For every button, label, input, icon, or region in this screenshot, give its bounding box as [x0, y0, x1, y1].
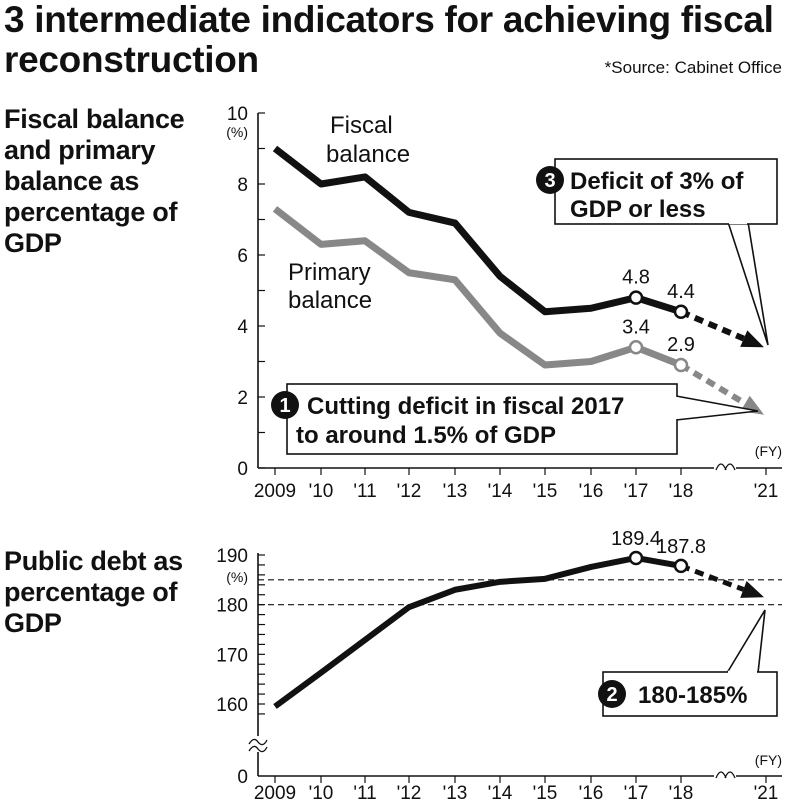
- annotation-2-box: [602, 671, 778, 717]
- chart-title: 3 intermediate indicators for achieving …: [4, 0, 774, 80]
- bottom-x-tick-label: '21: [754, 783, 779, 800]
- annotation-3-box: [554, 158, 778, 225]
- top-y-tick-label: 6: [237, 246, 248, 267]
- bottom-x-tick-label: '16: [579, 783, 604, 800]
- annotation-1-text: to around 1.5% of GDP: [296, 422, 556, 449]
- debt-projection-line: [680, 563, 745, 592]
- data-point-label: 4.4: [667, 281, 695, 303]
- bottom-y-tick-label: 190: [216, 546, 248, 567]
- bottom-x-tick-label: '10: [309, 783, 334, 800]
- bottom-x-tick-label: '17: [624, 783, 649, 800]
- source-note: *Source: Cabinet Office: [604, 58, 782, 77]
- top-x-tick-label: '18: [669, 481, 694, 502]
- annotation-2-pointer: [726, 609, 766, 674]
- top-panel-title: Fiscal balance and primary balance as pe…: [4, 104, 185, 258]
- top-y-tick-label: 10: [227, 104, 248, 125]
- fiscal-balance-label: balance: [326, 141, 410, 168]
- top-x-tick-label: '17: [624, 481, 649, 502]
- primary-balance-label: Primary: [288, 259, 371, 286]
- bottom-y-unit-label: (%): [226, 569, 248, 585]
- annotation-2-badge-number: 2: [606, 684, 617, 706]
- top-x-axis-break: [715, 463, 736, 471]
- data-point-marker: [673, 558, 689, 574]
- bottom-x-tick-label: '18: [669, 783, 694, 800]
- annotation-1-pointer: [675, 395, 759, 421]
- annotation-1-badge: [271, 391, 299, 419]
- data-point-marker: [628, 550, 644, 566]
- annotation-2-badge: [598, 680, 626, 708]
- data-point-label: 3.4: [622, 316, 650, 338]
- primary-balance-label: balance: [288, 287, 372, 314]
- fiscal-projection-line: [679, 309, 745, 342]
- bottom-x-axis-break: [715, 771, 736, 779]
- bottom-y-axis-break: [248, 738, 268, 753]
- fiscal-balance-label: Fiscal: [330, 112, 393, 139]
- top-y-tick-label: 2: [237, 388, 248, 409]
- annotation-1-badge-number: 1: [279, 395, 290, 417]
- data-point-marker: [628, 290, 644, 305]
- bottom-x-tick-label: 2009: [254, 783, 296, 800]
- top-x-tick-label: '11: [353, 481, 376, 502]
- top-x-tick-label: '16: [579, 481, 604, 502]
- top-y-tick-label: 0: [237, 459, 248, 480]
- bottom-x-tick-label: '13: [443, 783, 468, 800]
- top-fy-label: (FY): [755, 443, 782, 459]
- annotation-1-text: Cutting deficit in fiscal 2017: [307, 393, 624, 420]
- annotation-3-badge-number: 3: [544, 170, 555, 192]
- data-point-marker: [673, 304, 689, 320]
- fiscal-target-arrowhead: [740, 330, 764, 348]
- bottom-panel-title: Public debt as percentage of GDP: [4, 546, 183, 638]
- top-x-tick-label: '21: [754, 481, 779, 502]
- bottom-x-tick-label: '11: [353, 783, 376, 800]
- primary-projection-line: [679, 362, 747, 407]
- top-x-tick-label: '10: [309, 481, 334, 502]
- bottom-y-tick-label: 0: [237, 767, 248, 788]
- bottom-x-tick-label: '12: [397, 783, 422, 800]
- bottom-fy-label: (FY): [755, 752, 782, 768]
- annotation-3-text: GDP or less: [570, 196, 706, 223]
- annotation-3-badge: [536, 166, 564, 194]
- annotation-3-pointer: [727, 221, 769, 346]
- top-y-tick-label: 4: [237, 317, 248, 338]
- top-x-tick-label: '12: [397, 481, 422, 502]
- bottom-x-tick-label: '15: [533, 783, 558, 800]
- bottom-y-tick-label: 160: [216, 695, 248, 716]
- data-point-label: 2.9: [667, 334, 695, 356]
- annotation-3-text: Deficit of 3% of: [570, 168, 744, 195]
- public-debt-line: [273, 554, 682, 709]
- data-point-label: 187.8: [656, 536, 706, 558]
- top-x-tick-label: '15: [533, 481, 558, 502]
- annotation-2-text: 180-185%: [638, 682, 747, 709]
- top-y-tick-label: 8: [237, 175, 248, 196]
- top-x-tick-label: 2009: [254, 481, 296, 502]
- top-x-tick-label: '14: [488, 481, 513, 502]
- debt-target-arrowhead: [740, 581, 764, 598]
- bottom-y-tick-label: 180: [216, 596, 248, 617]
- primary-balance-line: [272, 206, 683, 369]
- annotation-1-box: [286, 383, 678, 455]
- data-point-marker: [628, 340, 644, 355]
- data-point-marker: [673, 357, 689, 373]
- data-point-label: 4.8: [622, 267, 650, 289]
- top-y-unit-label: (%): [226, 124, 248, 140]
- bottom-x-tick-label: '14: [488, 783, 513, 800]
- data-point-label: 189.4: [611, 528, 661, 550]
- fiscal-balance-line: [272, 145, 683, 316]
- top-x-tick-label: '13: [443, 481, 468, 502]
- bottom-y-tick-label: 170: [216, 645, 248, 666]
